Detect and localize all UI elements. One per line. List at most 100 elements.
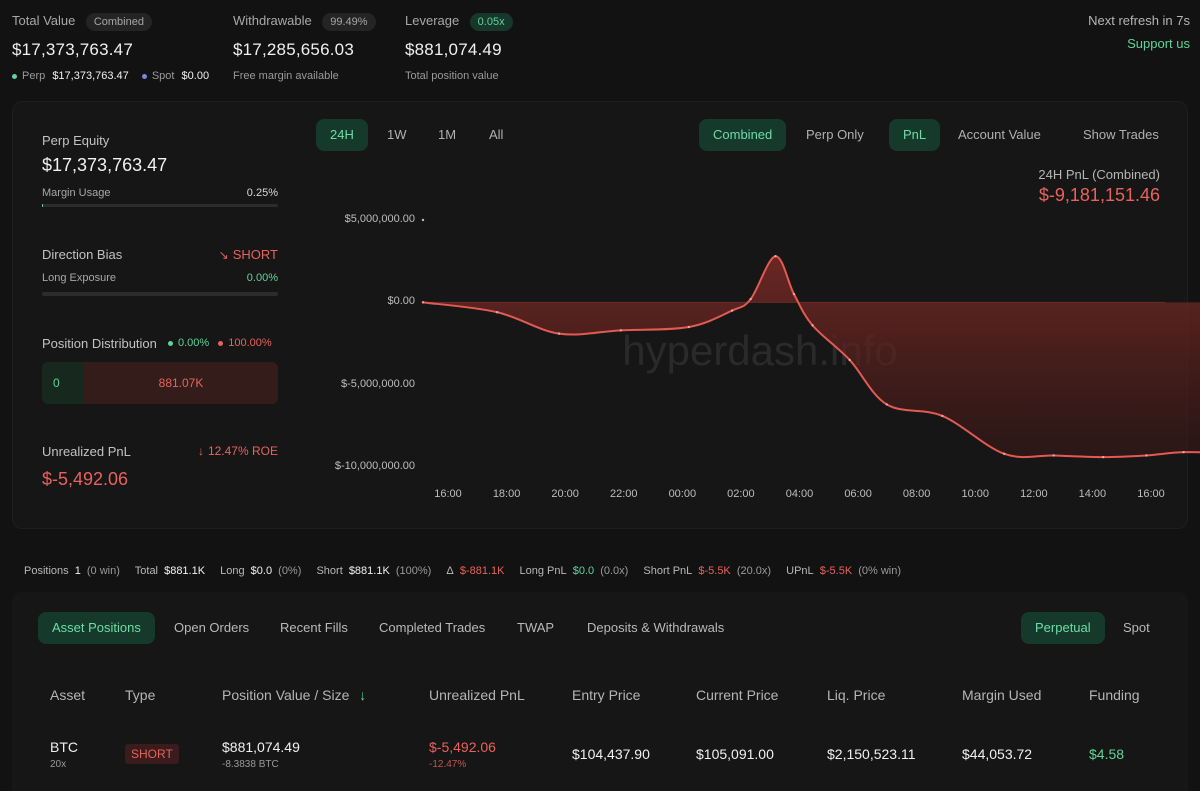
x-tick-label: 10:00 xyxy=(961,488,990,500)
x-tick-label: 02:00 xyxy=(727,488,755,500)
total-value-block: Total Value Combined $17,373,763.47 Perp… xyxy=(12,12,209,82)
positions-card xyxy=(12,592,1188,791)
x-tick-label: 22:00 xyxy=(609,488,638,500)
tab-recent-fills[interactable]: Recent Fills xyxy=(280,620,348,635)
market-tab-spot[interactable]: Spot xyxy=(1123,620,1150,635)
leverage-sub: Total position value xyxy=(405,70,499,82)
cell-entry-price: $104,437.90 xyxy=(572,746,650,762)
cell-liq-price: $2,150,523.11 xyxy=(827,746,916,762)
cell-size: -8.3838 BTC xyxy=(222,759,279,770)
show-trades-button[interactable]: Show Trades xyxy=(1083,127,1159,142)
trend-down-icon: ↘ xyxy=(218,248,229,262)
header-entry-price[interactable]: Entry Price xyxy=(572,687,641,703)
header-type[interactable]: Type xyxy=(125,687,156,703)
roe-value: ↓ 12.47% ROE xyxy=(170,444,278,458)
range-1w-button[interactable]: 1W xyxy=(387,127,407,142)
header-margin-used[interactable]: Margin Used xyxy=(962,687,1042,703)
axis-dot xyxy=(421,218,425,222)
cell-position-value: $881,074.49 xyxy=(222,739,300,755)
metric-account-value-button[interactable]: Account Value xyxy=(958,127,1041,142)
dist-long-segment: 0 xyxy=(42,362,84,404)
metric-pnl-button[interactable]: PnL xyxy=(889,119,941,151)
cell-leverage: 20x xyxy=(50,759,67,770)
mode-perp-only-button[interactable]: Perp Only xyxy=(806,127,864,142)
positions-win: (0 win) xyxy=(86,565,120,577)
short-dot-icon xyxy=(218,340,224,346)
unrealized-pnl-value: $-5,492.06 xyxy=(42,469,129,489)
data-point xyxy=(1101,455,1105,459)
distribution-percentages: 0.00% 100.00% xyxy=(168,337,272,349)
positions-label: Positions xyxy=(24,565,69,577)
type-badge: SHORT xyxy=(125,744,179,764)
position-distribution-bar: 0 881.07K xyxy=(42,362,278,404)
data-point xyxy=(1145,454,1148,457)
leverage-badge: 0.05x xyxy=(469,13,513,31)
leverage-amount: $881,074.49 xyxy=(405,40,502,59)
header-position-value[interactable]: Position Value / Size ↓ xyxy=(222,687,366,703)
tab-deposits-withdrawals[interactable]: Deposits & Withdrawals xyxy=(587,620,725,635)
short-pnl-x: (20.0x) xyxy=(736,565,772,577)
x-tick-label: 12:00 xyxy=(1020,488,1048,500)
range-all-button[interactable]: All xyxy=(489,127,504,142)
long-exposure-value: 0.00% xyxy=(246,272,278,284)
pnl-area xyxy=(423,256,1200,458)
data-point xyxy=(811,324,814,327)
tab-asset-positions[interactable]: Asset Positions xyxy=(38,612,155,644)
data-point xyxy=(774,255,777,258)
cell-current-price: $105,091.00 xyxy=(696,746,774,762)
range-24h-button[interactable]: 24H xyxy=(316,119,368,151)
total-label: Total xyxy=(134,565,159,577)
data-point xyxy=(792,292,796,296)
support-link[interactable]: Support us xyxy=(1127,36,1190,51)
header-unrealized-pnl[interactable]: Unrealized PnL xyxy=(429,687,525,703)
data-point xyxy=(687,325,691,329)
perp-equity-label: Perp Equity xyxy=(42,133,110,148)
tab-open-orders[interactable]: Open Orders xyxy=(174,620,250,635)
cell-upnl-pct: -12.47% xyxy=(429,759,467,770)
long-exposure-label: Long Exposure xyxy=(42,272,116,284)
sort-arrow-icon: ↓ xyxy=(359,687,367,703)
header-position-value-label: Position Value / Size xyxy=(222,687,350,703)
direction-bias-value: ↘ SHORT xyxy=(180,247,278,262)
x-tick-label: 00:00 xyxy=(668,488,697,500)
direction-bias-label: Direction Bias xyxy=(42,247,123,262)
mode-combined-button[interactable]: Combined xyxy=(699,119,787,151)
withdrawable-label: Withdrawable xyxy=(233,13,312,28)
refresh-countdown: Next refresh in 7s xyxy=(1088,13,1190,28)
cell-asset: BTC xyxy=(50,739,78,755)
perp-dot-icon xyxy=(12,73,17,79)
header-asset[interactable]: Asset xyxy=(50,687,86,703)
margin-usage-value: 0.25% xyxy=(246,187,278,199)
short-pct: (100%) xyxy=(395,565,432,577)
x-tick-label: 08:00 xyxy=(902,488,931,500)
data-point xyxy=(848,358,851,362)
margin-usage-bar xyxy=(42,204,278,207)
unrealized-pnl-label: Unrealized PnL xyxy=(42,444,131,459)
position-distribution-label: Position Distribution xyxy=(42,336,157,351)
pnl-value: $-9,181,151.46 xyxy=(1038,185,1160,205)
short-value: $881.1K xyxy=(348,565,390,577)
header-current-price[interactable]: Current Price xyxy=(696,687,779,703)
data-point xyxy=(557,332,561,335)
cell-upnl: $-5,492.06 xyxy=(429,739,496,755)
data-point xyxy=(1003,452,1006,456)
tab-twap[interactable]: TWAP xyxy=(517,620,555,635)
header-liq-price[interactable]: Liq. Price xyxy=(827,687,886,703)
dist-long-pct: 0.00% xyxy=(178,337,210,349)
data-point xyxy=(496,311,499,314)
margin-usage-fill xyxy=(42,204,43,207)
tab-completed-trades[interactable]: Completed Trades xyxy=(379,620,486,635)
x-tick-label: 06:00 xyxy=(844,488,872,500)
upnl-value: $-5.5K xyxy=(819,565,853,577)
spot-value: $0.00 xyxy=(181,70,210,82)
pnl-chart[interactable]: hyperdash.info xyxy=(0,0,1200,530)
total-value: $881.1K xyxy=(164,565,206,577)
market-tab-perpetual[interactable]: Perpetual xyxy=(1021,612,1105,644)
x-tick-label: 16:00 xyxy=(1137,488,1165,500)
perp-label: Perp xyxy=(22,70,46,82)
cell-funding: $4.58 xyxy=(1089,746,1125,762)
margin-usage-label: Margin Usage xyxy=(42,187,111,199)
x-tick-label: 18:00 xyxy=(492,488,521,500)
header-funding[interactable]: Funding xyxy=(1089,687,1140,703)
range-1m-button[interactable]: 1M xyxy=(438,127,457,142)
